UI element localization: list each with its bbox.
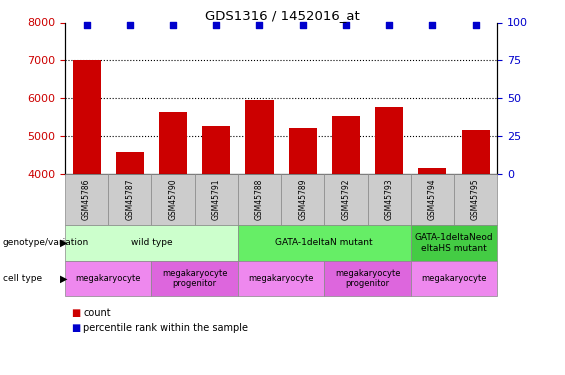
Text: megakaryocyte
progenitor: megakaryocyte progenitor xyxy=(335,269,400,288)
Bar xyxy=(332,117,360,174)
Text: GSM45788: GSM45788 xyxy=(255,179,264,220)
Point xyxy=(82,22,91,28)
Text: GATA-1deltaNeod
eltaHS mutant: GATA-1deltaNeod eltaHS mutant xyxy=(415,233,493,252)
Text: megakaryocyte
progenitor: megakaryocyte progenitor xyxy=(162,269,227,288)
Text: GSM45786: GSM45786 xyxy=(82,179,91,220)
Bar xyxy=(289,128,317,174)
Text: megakaryocyte: megakaryocyte xyxy=(421,274,486,283)
Text: GSM45790: GSM45790 xyxy=(168,179,177,220)
Text: GSM45792: GSM45792 xyxy=(341,179,350,220)
Text: count: count xyxy=(83,308,111,318)
Point xyxy=(168,22,177,28)
Text: ▶: ▶ xyxy=(60,238,68,248)
Text: megakaryocyte: megakaryocyte xyxy=(76,274,141,283)
Bar xyxy=(418,168,446,174)
Text: GSM45789: GSM45789 xyxy=(298,179,307,220)
Bar xyxy=(159,112,187,174)
Text: percentile rank within the sample: percentile rank within the sample xyxy=(83,323,248,333)
Text: GSM45793: GSM45793 xyxy=(385,179,394,220)
Text: GSM45791: GSM45791 xyxy=(212,179,221,220)
Text: megakaryocyte: megakaryocyte xyxy=(249,274,314,283)
Bar xyxy=(375,107,403,174)
Point xyxy=(255,22,264,28)
Text: ▶: ▶ xyxy=(60,273,68,284)
Text: GSM45787: GSM45787 xyxy=(125,179,134,220)
Point xyxy=(298,22,307,28)
Text: GSM45794: GSM45794 xyxy=(428,179,437,220)
Bar xyxy=(245,100,273,174)
Point xyxy=(341,22,350,28)
Text: cell type: cell type xyxy=(3,274,42,283)
Text: wild type: wild type xyxy=(131,238,172,248)
Point xyxy=(212,22,221,28)
Point xyxy=(125,22,134,28)
Bar xyxy=(462,130,490,174)
Text: genotype/variation: genotype/variation xyxy=(3,238,89,248)
Text: ■: ■ xyxy=(71,323,80,333)
Bar xyxy=(116,152,144,174)
Text: GDS1316 / 1452016_at: GDS1316 / 1452016_at xyxy=(205,9,360,22)
Text: GSM45795: GSM45795 xyxy=(471,179,480,220)
Text: GATA-1deltaN mutant: GATA-1deltaN mutant xyxy=(276,238,373,248)
Point xyxy=(428,22,437,28)
Bar xyxy=(202,126,231,174)
Bar xyxy=(72,60,101,174)
Point xyxy=(471,22,480,28)
Text: ■: ■ xyxy=(71,308,80,318)
Point xyxy=(385,22,394,28)
